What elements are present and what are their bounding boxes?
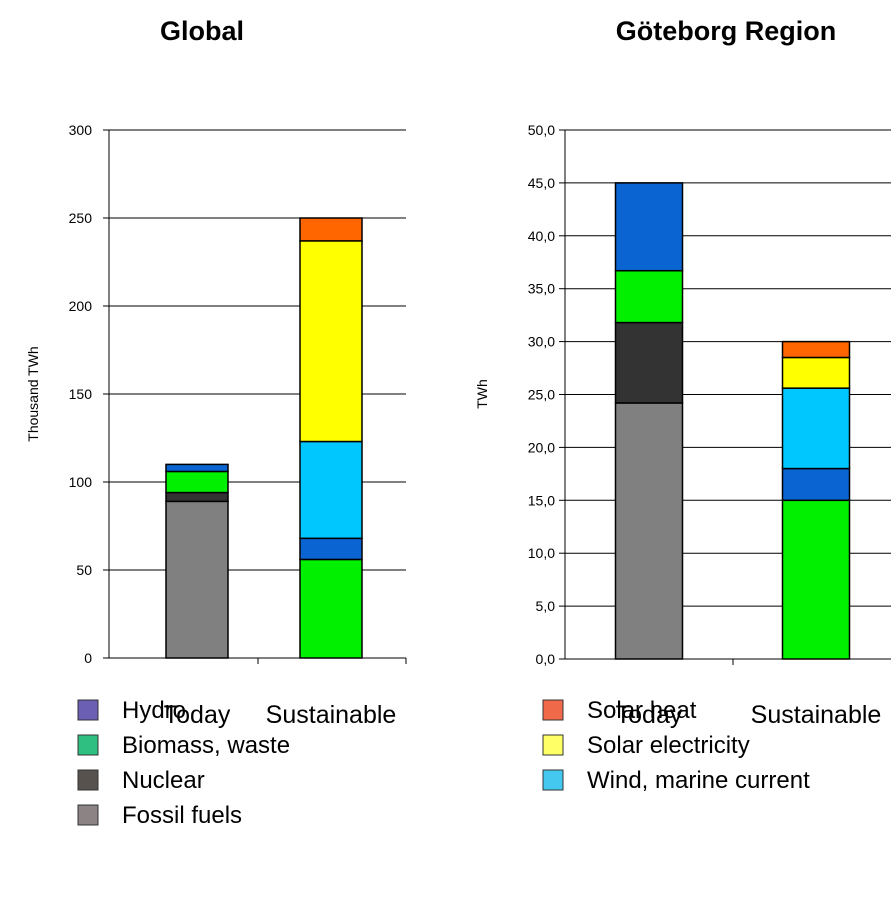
legend-label-wind-marine-current: Wind, marine current	[587, 767, 810, 794]
y-ticks-global: 0 50 100 150 200 250 300	[69, 122, 93, 666]
y-tick-label-global: 200	[69, 298, 93, 314]
x-category-label-today: Today	[616, 701, 683, 729]
bars-goteborg	[614, 182, 851, 660]
y-tick-label-goteborg: 20,0	[528, 439, 555, 455]
x-categories-global: Today Sustainable	[164, 701, 397, 729]
legend-swatch-solar-heat	[542, 699, 564, 721]
bars-global	[165, 217, 363, 659]
y-ticks-goteborg: 0,0 5,0 10,0 15,0 20,0 25,0 30,0 35,0 40,0 45,0 50…	[528, 122, 555, 667]
y-tick-label-goteborg: 15,0	[528, 492, 555, 508]
y-tick-label-global: 100	[69, 474, 93, 490]
bar-segment-nuclear-today	[165, 491, 229, 503]
y-axis-label-global: Thousand TWh	[25, 346, 41, 441]
y-tick-label-goteborg: 5,0	[536, 598, 556, 614]
bar-segment-solar-electricity-sustainable	[299, 240, 363, 443]
legend-label-solar-electricity: Solar electricity	[587, 732, 750, 759]
y-tick-label-global: 250	[69, 210, 93, 226]
y-tick-label-global: 0	[84, 650, 92, 666]
legend-label-fossil-fuels: Fossil fuels	[122, 802, 242, 829]
y-tick-label-goteborg: 45,0	[528, 175, 555, 191]
legend-swatch-solar-electricity	[542, 734, 564, 756]
legend-label-nuclear: Nuclear	[122, 767, 205, 794]
legend-swatch-biomass-waste	[77, 734, 99, 756]
y-tick-label-goteborg: 35,0	[528, 281, 555, 297]
y-tick-label-goteborg: 40,0	[528, 228, 555, 244]
bar-segment-hydro-today	[165, 463, 229, 473]
bar-segment-wind-marine-current-sustainable	[299, 440, 363, 540]
axes-global	[103, 129, 407, 664]
bar-segment-solar-electricity-sustainable	[781, 356, 851, 389]
y-tick-label-global: 300	[69, 122, 93, 138]
axes-goteborg	[559, 129, 891, 665]
chart-title-global: Global	[160, 16, 244, 46]
bar-segment-biomass-waste-today	[165, 470, 229, 494]
goteborg-chart: Göteborg Region TWh 0,0 5,0 10,0 15,0 20,0 25…	[474, 16, 891, 729]
legend-right-column: Solar heat Solar electricity Wind, marine …	[542, 697, 810, 794]
x-category-label-sustainable: Sustainable	[266, 701, 397, 729]
bar-segment-solar-heat-sustainable	[781, 340, 851, 359]
legend-label-solar-heat: Solar heat	[587, 697, 697, 724]
legend-swatch-hydro	[77, 699, 99, 721]
y-tick-label-goteborg: 50,0	[528, 122, 555, 138]
legend-left-column: Hydro Biomass, waste Nuclear Fossil fuels	[77, 697, 290, 829]
bar-segment-hydro-today	[614, 182, 684, 272]
bar-segment-biomass-waste-today	[614, 269, 684, 324]
legend-label-hydro: Hydro	[122, 697, 186, 724]
bar-segment-fossil-fuels-today	[614, 402, 684, 660]
bar-segment-hydro-sustainable	[781, 467, 851, 502]
y-tick-label-global: 50	[76, 562, 92, 578]
x-categories-goteborg: Today Sustainable	[616, 701, 882, 729]
y-tick-label-goteborg: 25,0	[528, 387, 555, 403]
y-tick-label-goteborg: 0,0	[536, 651, 556, 667]
global-chart: Global Thousand TWh 0 50 100 150 200 250 300 T…	[25, 16, 407, 729]
bar-segment-biomass-waste-sustainable	[781, 499, 851, 660]
x-category-label-today: Today	[164, 701, 231, 729]
y-axis-label-goteborg: TWh	[474, 379, 490, 409]
chart-title-goteborg: Göteborg Region	[616, 16, 836, 46]
y-tick-label-goteborg: 10,0	[528, 545, 555, 561]
bar-segment-wind-marine-current-sustainable	[781, 387, 851, 470]
legend-swatch-nuclear	[77, 769, 99, 791]
bar-segment-solar-heat-sustainable	[299, 217, 363, 242]
bar-segment-fossil-fuels-today	[165, 500, 229, 659]
bar-segment-biomass-waste-sustainable	[299, 558, 363, 659]
legend-swatch-wind-marine-current	[542, 769, 564, 791]
legend-label-biomass-waste: Biomass, waste	[122, 732, 290, 759]
y-tick-label-goteborg: 30,0	[528, 334, 555, 350]
bar-segment-hydro-sustainable	[299, 537, 363, 561]
legend: Hydro Biomass, waste Nuclear Fossil fuels S…	[77, 697, 810, 829]
bar-segment-nuclear-today	[614, 321, 684, 404]
x-category-label-sustainable: Sustainable	[751, 701, 882, 729]
y-tick-label-global: 150	[69, 386, 93, 402]
legend-swatch-fossil-fuels	[77, 804, 99, 826]
